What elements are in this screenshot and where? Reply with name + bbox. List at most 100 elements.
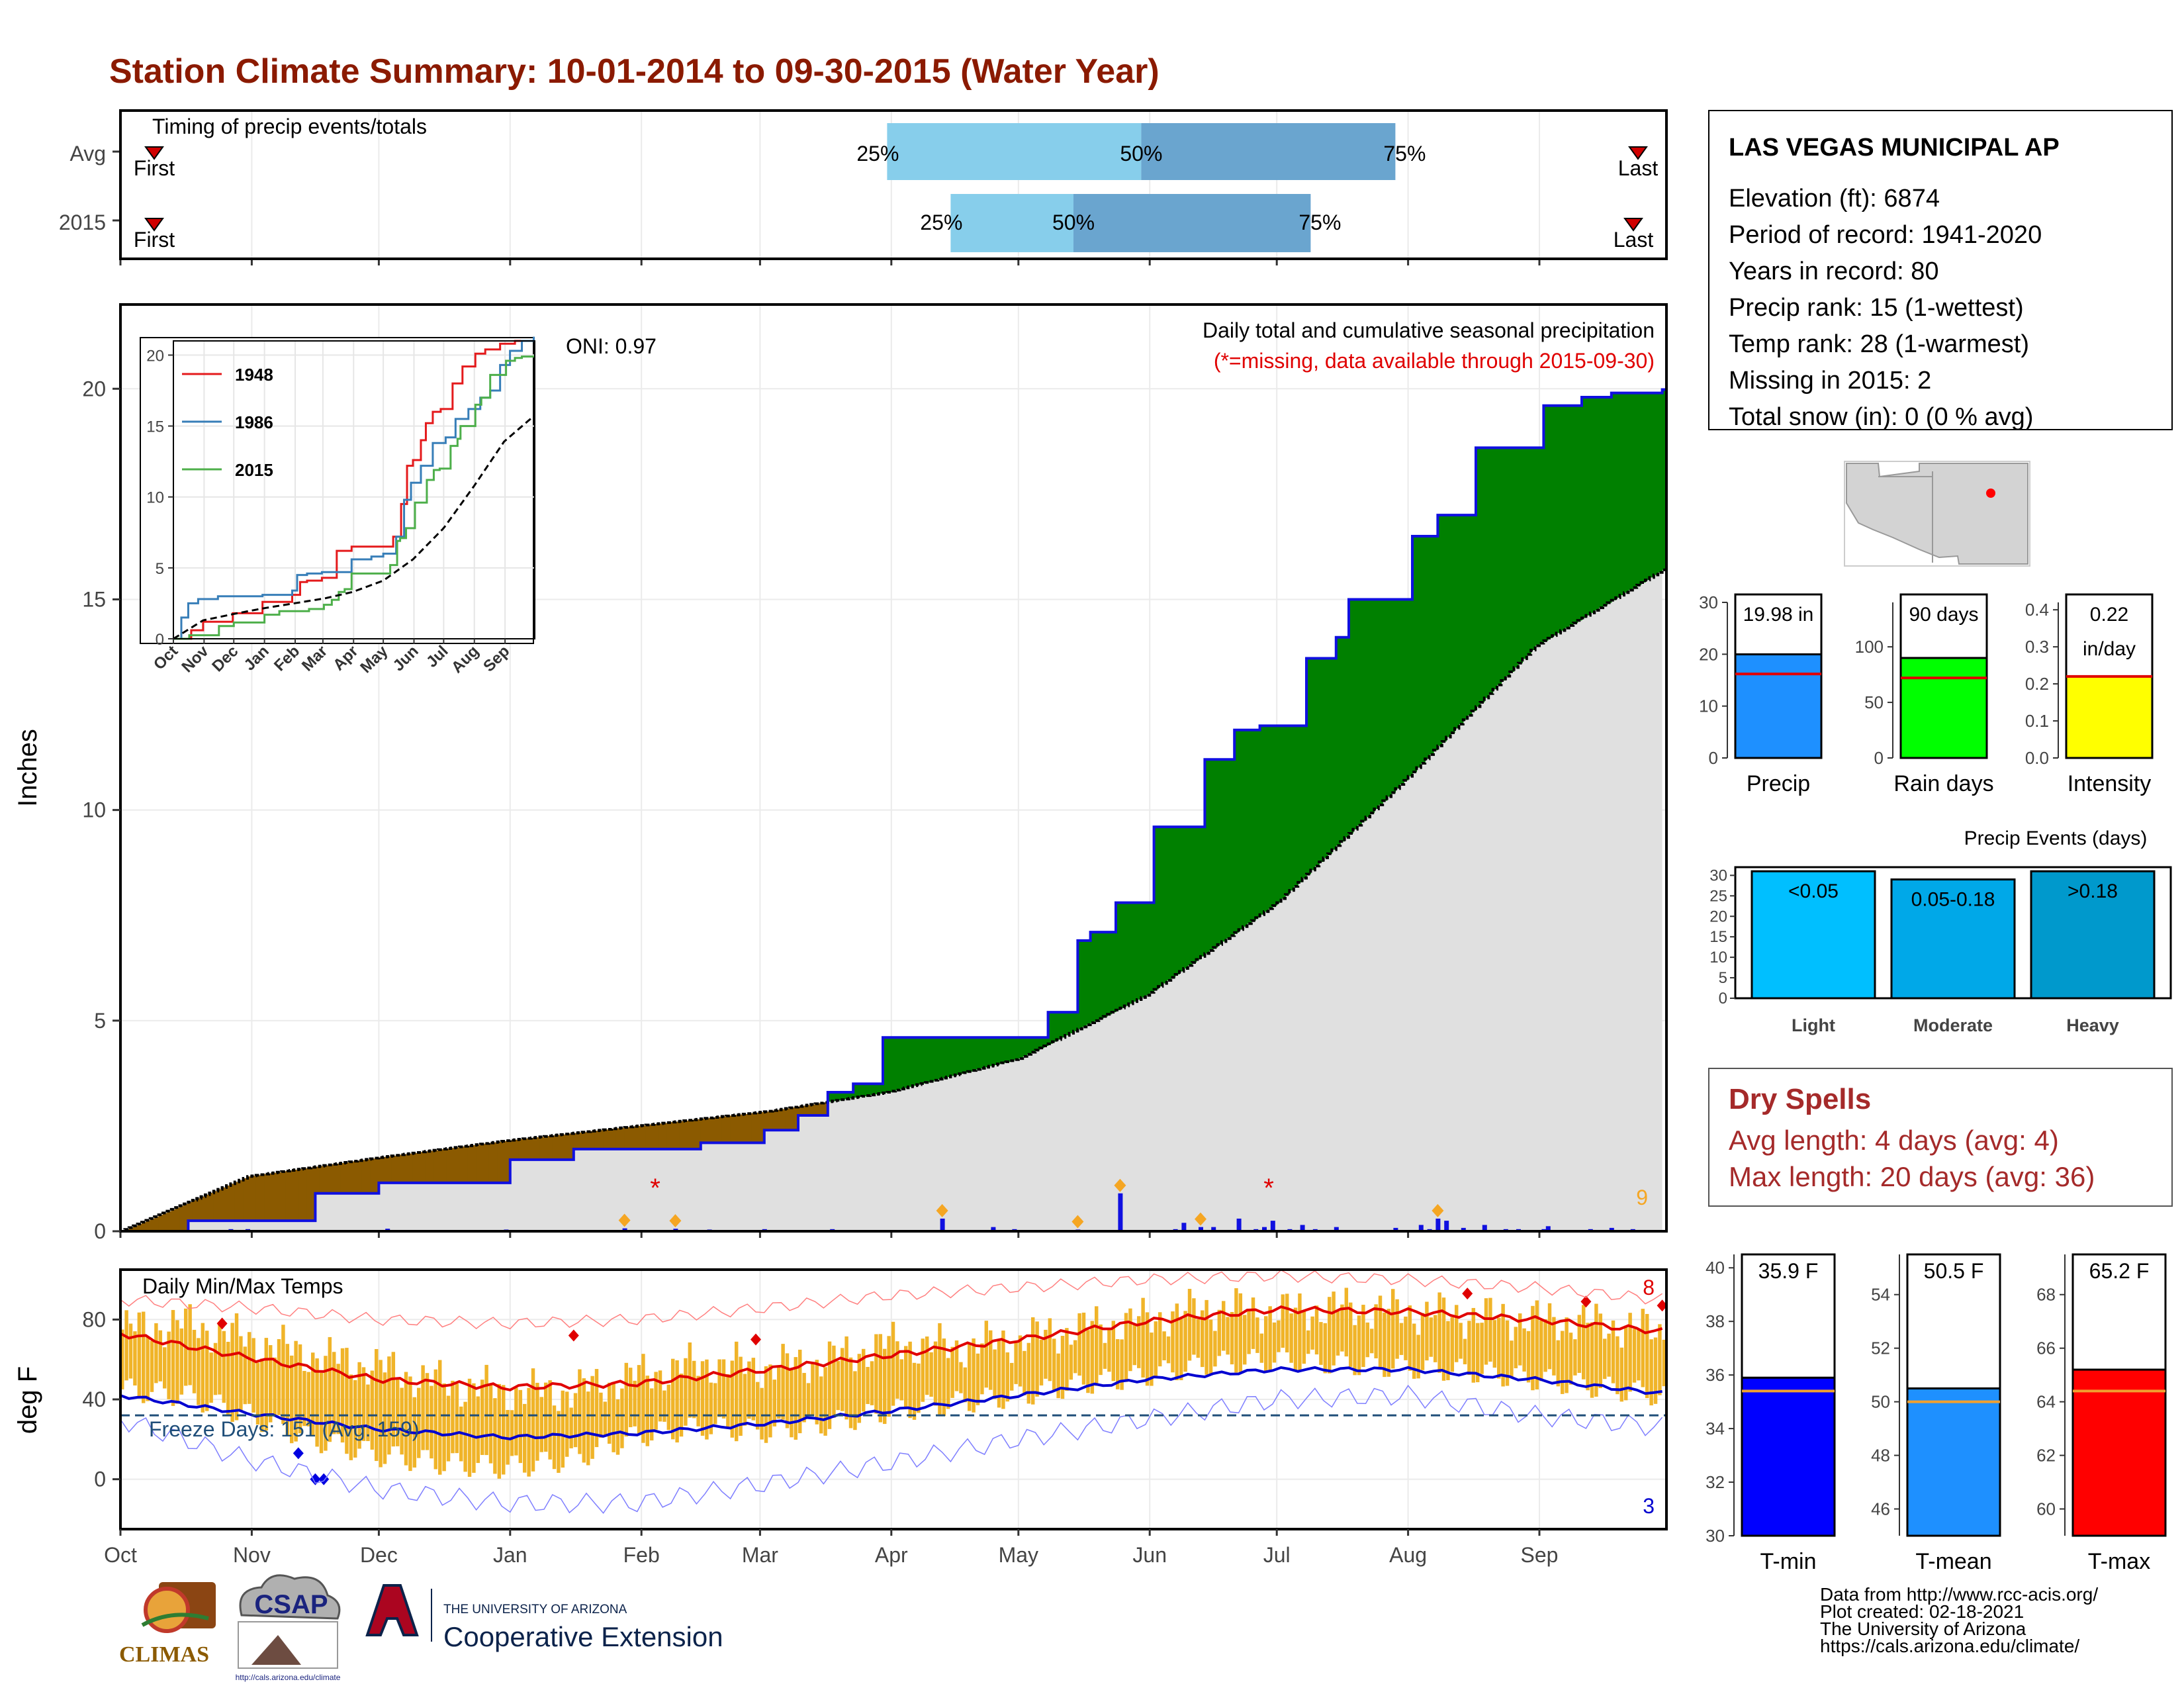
daily-temp-bar [645,1376,650,1446]
below-normal-area [476,1145,481,1183]
timing-row-2015-label: 2015 [59,211,106,234]
event-bar-label: >0.18 [2068,880,2118,902]
daily-temp-bar [1081,1312,1086,1385]
below-normal-area [777,1109,782,1131]
above-normal-area [1230,759,1235,936]
below-normal-area [624,1127,629,1149]
above-normal-area [883,1037,887,1094]
daily-temp-bar [968,1343,972,1411]
tsummary-ytick-label: 62 [2036,1446,2056,1466]
below-normal-area [349,1162,354,1194]
above-normal-area [841,1092,845,1100]
inset-series-line [173,340,534,640]
below-normal-area [493,1142,498,1183]
below-normal-area [484,1143,490,1183]
above-normal-area [1349,599,1353,833]
record-high-marker [1580,1295,1592,1308]
daily-temp-bar [128,1323,133,1379]
above-normal-area [1158,827,1163,987]
daily-temp-bar [1561,1331,1565,1394]
station-line: Elevation (ft): 6874 [1729,185,1940,212]
daily-temp-bar [430,1385,433,1459]
above-normal-area [904,1037,909,1088]
below-normal-area [633,1126,638,1149]
daily-temp-bar [1480,1323,1484,1374]
below-normal-area [408,1153,414,1183]
daily-temp-bar [1531,1305,1535,1391]
below-normal-area [561,1134,566,1160]
below-normal-area [158,1215,163,1231]
daily-precip-bar [1181,1223,1187,1231]
timing-avg-50-75-bar [1141,123,1396,180]
above-normal-area [1637,393,1642,585]
daily-temp-bar [1086,1330,1090,1393]
avg-last-marker-icon [1628,146,1648,160]
daily-temp-bar [1383,1312,1387,1378]
daily-temp-bar [603,1401,608,1437]
daily-temp-bar [1103,1342,1107,1369]
record-max-line [120,1269,1663,1330]
daily-temp-bar [1518,1313,1522,1366]
daily-temp-bar [1018,1335,1023,1387]
below-normal-area [197,1198,202,1221]
daily-temp-bar [781,1344,785,1420]
daily-temp-bar [1077,1313,1081,1376]
inset-ytick-label: 10 [146,489,164,507]
below-normal-area [306,1168,312,1221]
daily-temp-bar [1213,1331,1217,1367]
daily-temp-bar [819,1376,823,1434]
daily-temp-bar [1095,1306,1099,1386]
daily-precip-bar [1334,1227,1339,1231]
below-normal-area [251,1176,257,1221]
station-line: Total snow (in): 0 (0 % avg) [1729,403,2033,431]
daily-temp-bar [615,1399,620,1455]
tsummary-category-label: T-min [1760,1549,1817,1574]
station-info-box: LAS VEGAS MUNICIPAL AP Elevation (ft): 6… [1708,110,2173,431]
legend-2015: 2015 [235,460,273,480]
timing-2015-q75: 75% [1298,211,1341,234]
daily-temp-bar [1619,1347,1624,1402]
above-normal-area [963,1037,968,1073]
below-normal-area [764,1111,769,1131]
daily-temp-bar [142,1311,146,1403]
daily-temp-bar [1514,1327,1518,1368]
daily-temp-bar [467,1378,472,1477]
below-normal-area [396,1155,400,1183]
events-ytick-label: 30 [1709,867,1727,884]
daily-record-marker [1114,1178,1126,1192]
above-normal-area [1607,397,1612,603]
above-normal-area [1484,447,1489,698]
timing-panel: Timing of precip events/totals Avg 2015 … [59,109,1668,265]
daily-temp-bar [1099,1324,1103,1376]
below-normal-area [539,1137,545,1160]
station-location-icon [1986,489,1995,498]
events-ytick-label: 10 [1709,949,1727,966]
below-normal-area [412,1152,418,1183]
above-normal-area [1217,759,1222,945]
daily-temp-bar [425,1373,430,1450]
tsummary-label-box [2071,1253,2167,1371]
above-normal-area [1408,599,1413,776]
daily-temp-bar [1060,1335,1065,1399]
below-normal-area [662,1123,668,1149]
daily-temp-bar [1399,1323,1404,1355]
daily-temp-bar [946,1358,950,1409]
timing-2015-last: Last [1614,228,1654,252]
above-normal-area [1653,393,1659,575]
summary-value-label: 90 days [1909,604,1978,626]
temp-ytick-label: 40 [82,1387,106,1411]
daily-temp-bar [269,1345,273,1423]
above-normal-area [870,1084,875,1096]
month-label: May [999,1543,1038,1567]
daily-temp-bar [328,1336,332,1442]
record-low-marker [318,1473,330,1485]
above-normal-area [1535,447,1540,646]
record-high-marker [216,1317,228,1330]
below-normal-area [273,1172,278,1221]
daily-temp-bar [624,1362,629,1436]
daily-temp-bar [502,1385,506,1475]
below-normal-area [599,1130,604,1149]
above-normal-area [1086,940,1091,1025]
daily-temp-bar [730,1360,735,1438]
below-normal-area [239,1180,244,1221]
